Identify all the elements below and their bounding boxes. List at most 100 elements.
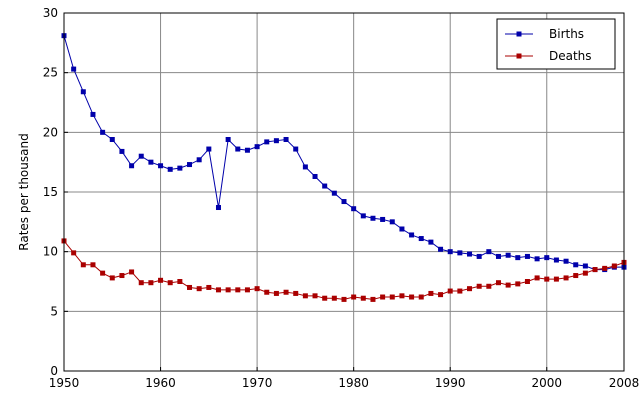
deaths-point	[447, 288, 453, 294]
deaths-point	[553, 276, 559, 282]
deaths-point	[138, 280, 144, 286]
births-point	[264, 139, 270, 145]
births-point	[273, 138, 279, 144]
x-tick-label: 1950	[49, 376, 80, 390]
births-point	[196, 157, 202, 163]
legend-marker	[516, 31, 522, 37]
births-point	[225, 136, 231, 142]
births-point	[100, 129, 106, 135]
births-point	[138, 153, 144, 159]
births-point	[322, 183, 328, 189]
births-point	[167, 166, 173, 172]
x-tick-label: 1990	[435, 376, 466, 390]
births-point	[71, 66, 77, 72]
births-point	[119, 148, 125, 154]
deaths-point	[293, 290, 299, 296]
deaths-point	[409, 294, 415, 300]
deaths-point	[129, 269, 135, 275]
deaths-point	[370, 296, 376, 302]
deaths-point	[592, 267, 598, 273]
births-point	[573, 262, 579, 268]
births-point	[129, 163, 135, 169]
births-point	[399, 226, 405, 232]
births-point	[380, 216, 386, 222]
births-point	[302, 164, 308, 170]
y-tick-label: 30	[43, 6, 58, 20]
births-point	[467, 251, 473, 257]
births-point	[486, 249, 492, 255]
legend-marker	[516, 53, 522, 59]
births-point	[360, 213, 366, 219]
births-point	[331, 190, 337, 196]
y-tick-label: 0	[50, 364, 58, 378]
births-point	[534, 256, 540, 262]
legend-entry-births: Births	[505, 27, 584, 41]
deaths-point	[486, 283, 492, 289]
x-tick-label: 1970	[242, 376, 273, 390]
births-point	[293, 146, 299, 152]
births-point	[312, 173, 318, 179]
births-point	[495, 253, 501, 259]
axis-ticks: 1950 1960 1970 1980 1990 2000 2008 0 5 10 15 20 25 30	[43, 6, 640, 390]
births-point	[177, 165, 183, 171]
births-point	[553, 257, 559, 263]
deaths-point	[244, 287, 250, 293]
births-point	[370, 215, 376, 221]
deaths-point	[515, 281, 521, 287]
deaths-point	[187, 284, 193, 290]
x-tick-label: 1980	[338, 376, 369, 390]
deaths-point	[399, 293, 405, 299]
series-deaths	[61, 238, 627, 302]
births-point	[254, 144, 260, 150]
deaths-point	[611, 263, 617, 269]
deaths-point	[428, 290, 434, 296]
deaths-point	[438, 292, 444, 298]
deaths-point	[119, 273, 125, 279]
deaths-point	[380, 294, 386, 300]
deaths-point	[563, 275, 569, 281]
legend-label: Deaths	[549, 49, 592, 63]
deaths-point	[225, 287, 231, 293]
deaths-point	[235, 287, 241, 293]
deaths-point	[71, 250, 77, 256]
deaths-point	[148, 280, 154, 286]
deaths-point	[524, 279, 530, 284]
y-tick-label: 25	[43, 66, 58, 80]
births-point	[438, 246, 444, 252]
deaths-point	[167, 280, 173, 286]
births-point	[109, 136, 115, 142]
deaths-point	[341, 296, 347, 302]
deaths-point	[90, 262, 96, 268]
births-point	[341, 199, 347, 205]
x-tick-label: 2000	[531, 376, 562, 390]
deaths-point	[215, 287, 221, 293]
deaths-point	[534, 275, 540, 281]
births-point	[544, 255, 550, 261]
deaths-point	[302, 293, 308, 299]
deaths-point	[196, 286, 202, 292]
births-point	[409, 232, 415, 238]
deaths-point	[544, 276, 550, 282]
births-point	[148, 159, 154, 165]
births-point	[187, 162, 193, 168]
deaths-point	[495, 280, 501, 286]
births-point	[244, 147, 250, 153]
deaths-point	[100, 270, 106, 276]
grid-lines	[64, 13, 624, 371]
births-point	[158, 163, 164, 169]
series-layer	[61, 33, 627, 302]
deaths-point	[331, 295, 337, 301]
deaths-point	[264, 289, 270, 295]
births-point	[283, 136, 289, 142]
births-point	[389, 219, 395, 225]
deaths-point	[158, 277, 164, 283]
births-point	[351, 206, 357, 212]
births-point	[515, 255, 521, 261]
deaths-point	[254, 286, 260, 292]
deaths-line	[63, 240, 625, 300]
y-axis-label: Rates per thousand	[17, 133, 31, 250]
births-point	[215, 205, 221, 211]
legend-label: Births	[549, 27, 584, 41]
births-point	[505, 252, 511, 258]
